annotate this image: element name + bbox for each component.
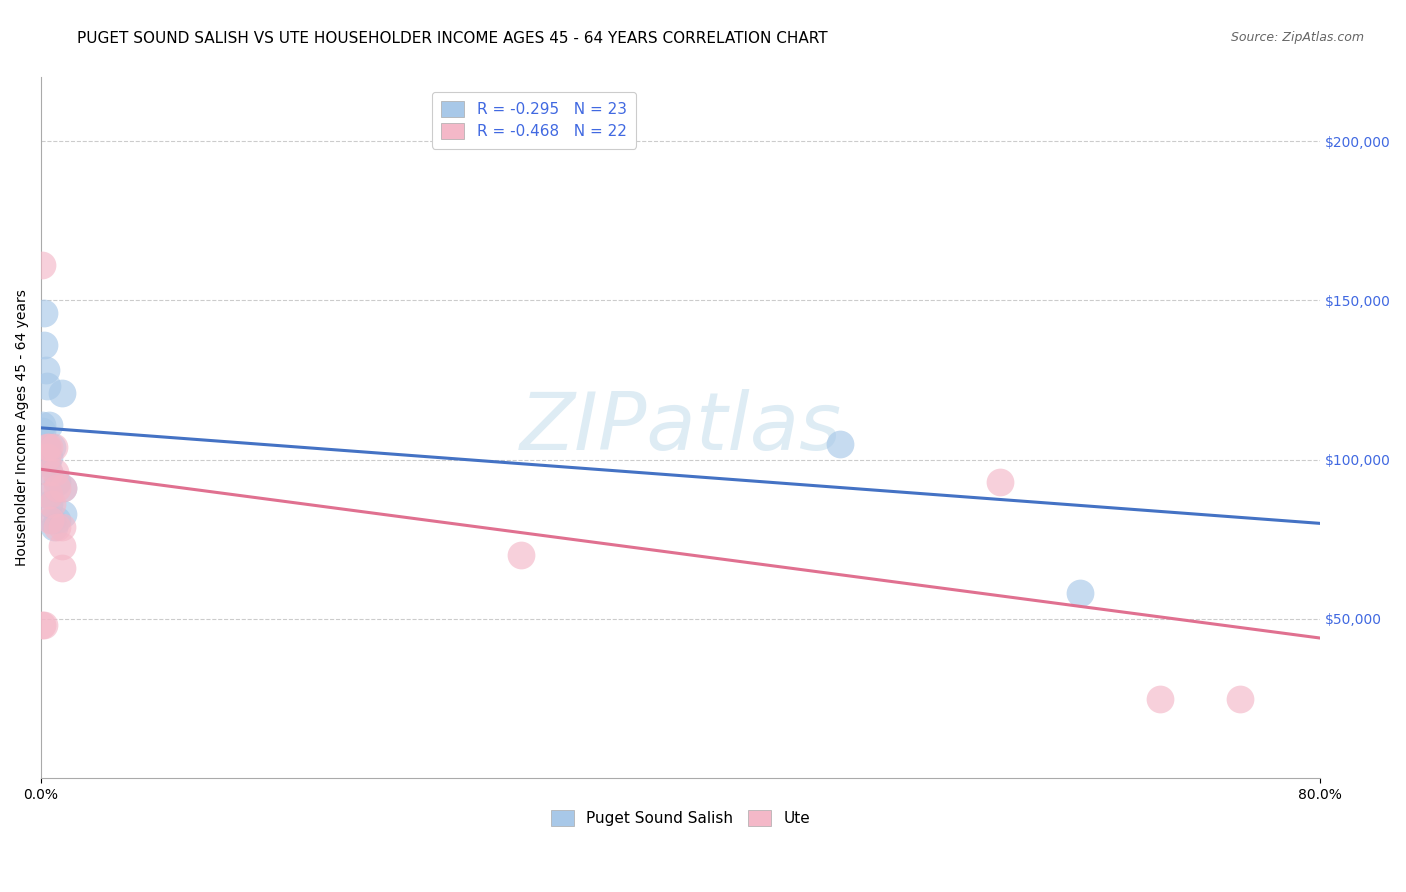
Text: PUGET SOUND SALISH VS UTE HOUSEHOLDER INCOME AGES 45 - 64 YEARS CORRELATION CHAR: PUGET SOUND SALISH VS UTE HOUSEHOLDER IN… (77, 31, 828, 46)
Point (509, 548, 531, 562)
Point (1069, 586, 1091, 600)
Point (38, 466, 60, 480)
Point (32, 338, 55, 352)
Point (45, 519, 67, 533)
Point (31, 424, 53, 438)
Y-axis label: Householder Income Ages 45 - 64 years: Householder Income Ages 45 - 64 years (15, 289, 30, 566)
Point (45, 481, 67, 495)
Point (41, 440, 63, 454)
Point (31, 618, 53, 632)
Point (31, 259, 53, 273)
Point (32, 618, 55, 632)
Point (45, 475, 67, 489)
Point (38, 466, 60, 480)
Point (45, 513, 67, 527)
Point (38, 450, 60, 464)
Point (34, 363, 56, 377)
Point (38, 488, 60, 502)
Point (31, 417, 53, 432)
Point (38, 417, 60, 432)
Point (41, 513, 63, 527)
Point (38, 497, 60, 511)
Point (44, 466, 66, 480)
Point (51, 385, 73, 400)
Point (38, 488, 60, 502)
Point (42, 519, 65, 533)
Point (1229, 691, 1251, 706)
Point (37, 450, 59, 464)
Point (38, 440, 60, 454)
Point (990, 475, 1012, 489)
Text: Source: ZipAtlas.com: Source: ZipAtlas.com (1230, 31, 1364, 45)
Point (37, 379, 59, 393)
Point (52, 481, 75, 495)
Point (37, 456, 59, 470)
Point (42, 440, 65, 454)
Point (37, 440, 59, 454)
Point (39, 513, 62, 527)
Point (830, 436, 852, 450)
Point (52, 507, 75, 521)
Point (51, 519, 73, 533)
Point (41, 497, 63, 511)
Text: ZIPatlas: ZIPatlas (519, 389, 842, 467)
Point (37, 440, 59, 454)
Legend: Puget Sound Salish, Ute: Puget Sound Salish, Ute (543, 803, 818, 834)
Point (1149, 691, 1171, 706)
Point (51, 539, 73, 553)
Point (52, 481, 75, 495)
Point (51, 561, 73, 575)
Point (32, 306, 55, 320)
